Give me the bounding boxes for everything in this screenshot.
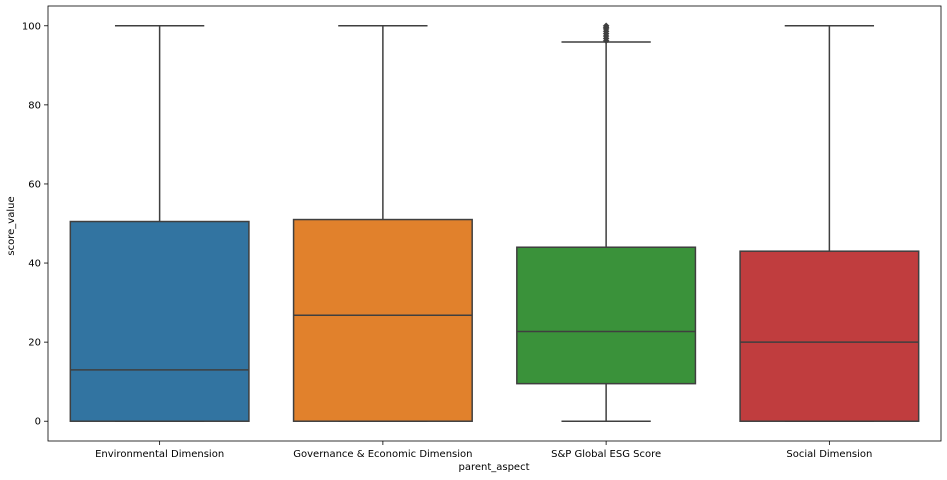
box-2 [292,218,473,422]
x-tick-label: Social Dimension [786,449,872,460]
x-tick-label: S&P Global ESG Score [551,449,661,460]
y-tick-label: 80 [28,100,41,111]
x-tick-label: Governance & Economic Dimension [293,449,472,460]
outlier-point [602,22,610,30]
plot-area: 0 20 40 60 80 100 Environmental Dimension Gover… [22,5,942,460]
y-axis-label: score_value [6,196,17,255]
y-tick-label: 0 [35,417,41,428]
y-tick-label: 60 [28,179,41,190]
box-3 [516,246,697,385]
y-tick-label: 100 [22,21,41,32]
x-axis-label: parent_aspect [458,462,529,473]
box-4 [739,250,920,422]
plot-frame [47,5,942,442]
x-tick-label: Environmental Dimension [95,449,224,460]
y-tick-label: 20 [28,338,41,349]
y-tick-label: 40 [28,259,41,270]
box-1 [69,220,250,422]
